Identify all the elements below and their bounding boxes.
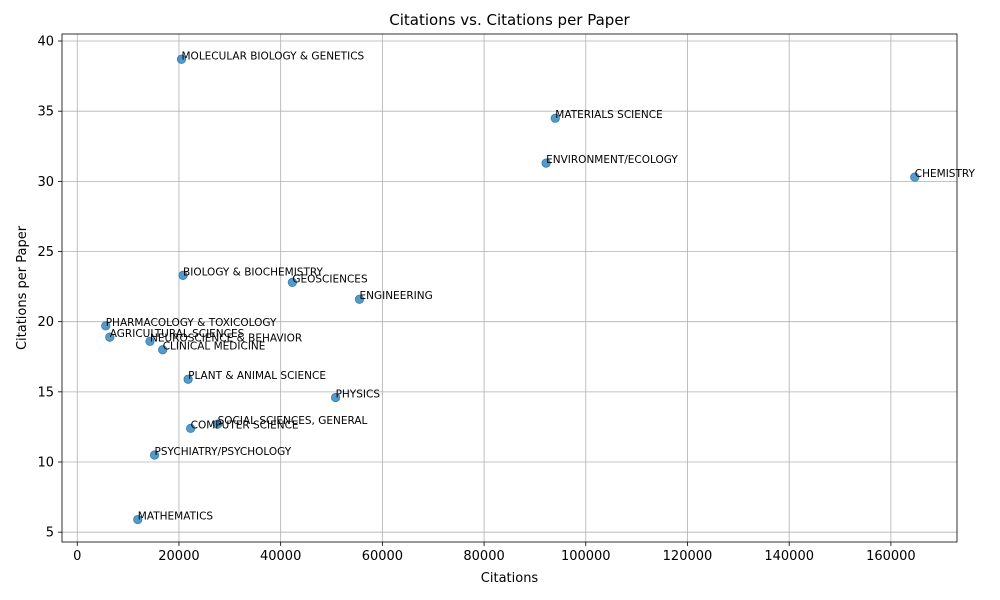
y-tick-label: 35: [37, 105, 54, 120]
data-point: [101, 321, 111, 331]
point-labels: MOLECULAR BIOLOGY & GENETICS MATERIALS SC…: [106, 50, 976, 522]
data-points: [101, 54, 920, 525]
y-tick-label: 40: [37, 35, 54, 50]
data-point-label: PHYSICS: [336, 388, 381, 400]
plot-frame: [61, 33, 958, 543]
y-tick-label: 10: [37, 456, 54, 471]
data-point-label: COMPUTER SCIENCE: [191, 419, 299, 431]
data-point: [910, 172, 920, 182]
y-tick-label: 25: [37, 245, 54, 260]
data-point: [158, 345, 168, 355]
data-point: [183, 374, 193, 384]
data-point: [149, 450, 160, 460]
data-point-label: GEOSCIENCES: [292, 273, 368, 285]
data-point: [541, 158, 551, 168]
x-tick-label: 0: [73, 549, 81, 564]
chart-title: Citations vs. Citations per Paper: [389, 11, 630, 29]
data-point-label: ENGINEERING: [359, 290, 432, 302]
data-point-label: PHARMACOLOGY & TOXICOLOGY: [106, 317, 277, 329]
data-point: [133, 514, 143, 525]
x-tick-label: 20000: [158, 549, 199, 564]
data-point-label: MOLECULAR BIOLOGY & GENETICS: [182, 50, 365, 62]
data-point-label: MATERIALS SCIENCE: [555, 109, 662, 121]
data-point: [145, 336, 155, 346]
x-tick-label: 120000: [663, 549, 713, 564]
data-point-label: BIOLOGY & BIOCHEMISTRY: [183, 266, 323, 278]
data-point-label: CLINICAL MEDICINE: [163, 341, 266, 353]
data-point-label: NEUROSCIENCE & BEHAVIOR: [150, 332, 302, 344]
data-point-label: ENVIRONMENT/ECOLOGY: [546, 154, 678, 166]
x-tick-label: 80000: [463, 549, 504, 564]
x-axis-ticks: 0 20000 40000 60000 80000 100000 120000 140000 1…: [73, 542, 916, 564]
y-tick-label: 20: [37, 315, 54, 330]
x-tick-label: 160000: [866, 549, 916, 564]
x-tick-label: 60000: [362, 549, 403, 564]
y-tick-label: 15: [37, 385, 54, 400]
data-point: [213, 419, 223, 429]
y-tick-label: 5: [46, 526, 54, 541]
data-point: [176, 54, 187, 64]
data-point: [354, 294, 365, 304]
data-point: [550, 113, 560, 123]
data-point: [105, 332, 115, 342]
y-axis-label: Citations per Paper: [15, 225, 30, 350]
x-axis-label: Citations: [481, 571, 539, 586]
data-point-label: SOCIAL SCIENCES, GENERAL: [218, 415, 368, 427]
data-point: [330, 392, 341, 403]
data-point: [287, 277, 297, 287]
data-point-label: AGRICULTURAL SCIENCES: [110, 328, 245, 340]
x-tick-label: 40000: [260, 549, 301, 564]
x-tick-label: 100000: [561, 549, 611, 564]
data-point-label: MATHEMATICS: [138, 511, 214, 523]
grid-lines: [62, 34, 957, 542]
y-axis-ticks: 5 10 15 20 25 30 35 40: [37, 35, 62, 541]
x-tick-label: 140000: [764, 549, 814, 564]
data-point-label: PLANT & ANIMAL SCIENCE: [188, 370, 326, 382]
data-point: [186, 423, 196, 433]
data-point-label: PSYCHIATRY/PSYCHOLOGY: [155, 446, 292, 458]
data-point-label: CHEMISTRY: [915, 168, 976, 180]
y-tick-label: 30: [37, 175, 54, 190]
data-point: [178, 270, 188, 280]
